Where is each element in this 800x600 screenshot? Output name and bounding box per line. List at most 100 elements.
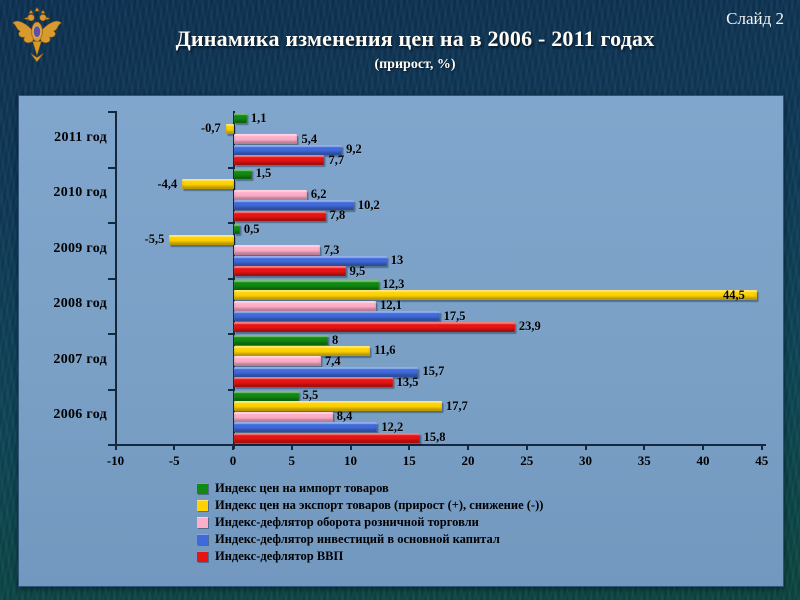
chart-bar: [234, 290, 757, 300]
chart-bar: [234, 422, 378, 432]
x-axis-tick-label: -5: [168, 453, 180, 468]
x-axis-tick: [173, 444, 176, 450]
bar-value-label: 7,3: [323, 242, 340, 257]
chart-bar: [234, 432, 420, 443]
x-axis-tick-label: 45: [755, 453, 769, 468]
category-axis-line: [115, 111, 117, 444]
bar-value-label: 44,5: [723, 287, 745, 302]
category-axis-tick: [108, 111, 115, 113]
legend-label: Индекс-дефлятор инвестиций в основной ка…: [215, 531, 500, 546]
bar-value-label: 7,8: [329, 208, 346, 222]
x-axis-tick: [232, 444, 234, 450]
x-axis-tick-label: 15: [402, 453, 416, 468]
x-axis-tick-label: 30: [579, 453, 592, 468]
x-axis-tick-label: 20: [461, 453, 475, 468]
category-label: 2010 год: [53, 185, 107, 201]
x-axis-tick: [349, 444, 352, 450]
legend-label: Индекс цен на импорт товаров: [215, 480, 389, 495]
category-label: 2007 год: [53, 351, 107, 367]
category-axis-tick: [108, 277, 115, 280]
eagle-emblem-logo: [10, 5, 64, 67]
bar-value-label: 1,1: [250, 110, 267, 125]
legend-swatch: [197, 533, 208, 545]
chart-bar: [234, 345, 371, 356]
bar-chart-plot: -10 -5 0 5 10 15 20 25 30 35 40 45 2011 год 1,1 -0,7 5,…: [19, 96, 783, 586]
category-label: 2011 год: [54, 129, 107, 145]
legend-swatch: [197, 516, 208, 528]
bar-value-label: 10,2: [357, 197, 380, 212]
x-axis-tick: [525, 444, 528, 450]
x-axis-tick: [467, 444, 469, 450]
x-axis-tick: [114, 444, 117, 450]
legend-label: Индекс-дефлятор ВВП: [215, 548, 344, 563]
bar-value-label: 12,2: [381, 419, 404, 434]
x-axis-tick: [760, 444, 763, 450]
chart-bar: [234, 266, 346, 276]
bar-value-label: 15,7: [422, 364, 445, 378]
bar-value-label: 17,5: [443, 308, 466, 323]
zero-line-tick: [228, 222, 233, 224]
x-axis-tick-label: 35: [637, 453, 651, 468]
bar-value-label: 13,5: [396, 374, 419, 389]
chart-bar: [169, 234, 234, 245]
bar-value-label: 15,8: [423, 430, 446, 444]
x-axis-tick-label: 40: [696, 453, 710, 468]
x-axis-tick-label: 10: [344, 453, 357, 468]
bar-value-label: 11,6: [374, 343, 396, 357]
chart-bar: [234, 200, 354, 210]
bar-value-label: 7,4: [324, 353, 341, 368]
zero-line-tick: [228, 166, 233, 169]
bar-value-label: 13: [390, 253, 404, 267]
chart-bar: [234, 155, 325, 165]
x-axis-tick: [408, 444, 411, 450]
category-axis-tick: [108, 333, 115, 335]
legend-label: Индекс цен на экспорт товаров (прирост (…: [215, 497, 544, 512]
bar-value-label: -0,7: [200, 121, 221, 135]
chart-bar: [234, 321, 515, 332]
x-axis-tick: [643, 444, 646, 450]
bar-value-label: 17,7: [445, 398, 468, 413]
slide-subtitle: (прирост, %): [374, 57, 456, 72]
legend-item: Индекс цен на экспорт товаров (прирост (…: [197, 497, 543, 513]
bar-value-label: 8: [332, 332, 339, 347]
chart-bar: [234, 255, 387, 266]
bar-value-label: -5,5: [144, 232, 165, 246]
category-axis-tick: [108, 388, 115, 391]
chart-bar: [234, 356, 321, 366]
legend-item: Индекс-дефлятор инвестиций в основной ка…: [197, 531, 500, 547]
chart-bar: [234, 300, 377, 311]
category-label: 2008 год: [53, 296, 107, 312]
bar-value-label: 23,9: [518, 319, 541, 333]
chart-bar: [234, 245, 320, 255]
legend-item: Индекс-дефлятор ВВП: [197, 548, 343, 564]
zero-line-tick: [228, 333, 233, 335]
bar-value-label: 1,5: [255, 166, 272, 180]
chart-bar: [234, 401, 442, 411]
chart-bar: [234, 210, 326, 221]
chart-bar: [234, 189, 307, 200]
x-axis-tick-label: 0: [229, 453, 237, 468]
x-axis-tick: [290, 444, 293, 450]
chart-panel: -10 -5 0 5 10 15 20 25 30 35 40 45 2011 год 1,1 -0,7 5,…: [18, 95, 784, 587]
bar-value-label: 12,1: [380, 298, 403, 312]
zero-line-tick: [228, 388, 233, 391]
bar-value-label: 9,5: [349, 263, 366, 278]
chart-bar: [234, 335, 328, 345]
legend-item: Индекс-дефлятор оборота розничной торгов…: [197, 514, 479, 530]
bar-value-label: 7,7: [328, 152, 345, 167]
x-axis-tick-label: 5: [288, 453, 296, 468]
slide-number: Слайд 2: [726, 9, 784, 28]
x-axis-tick: [702, 444, 704, 450]
bar-value-label: 9,2: [346, 142, 362, 156]
chart-bar: [234, 168, 252, 179]
category-axis-tick: [108, 444, 115, 446]
chart-bar: [234, 311, 440, 321]
category-label: 2009 год: [53, 240, 107, 256]
chart-bar: [234, 144, 343, 155]
x-axis-tick: [584, 444, 587, 450]
category-label: 2006 год: [53, 407, 107, 423]
bar-value-label: 12,3: [382, 277, 405, 291]
double-headed-eagle-icon: [12, 6, 62, 63]
slide-title: Динамика изменения цен на в 2006 - 2011 …: [175, 26, 655, 51]
